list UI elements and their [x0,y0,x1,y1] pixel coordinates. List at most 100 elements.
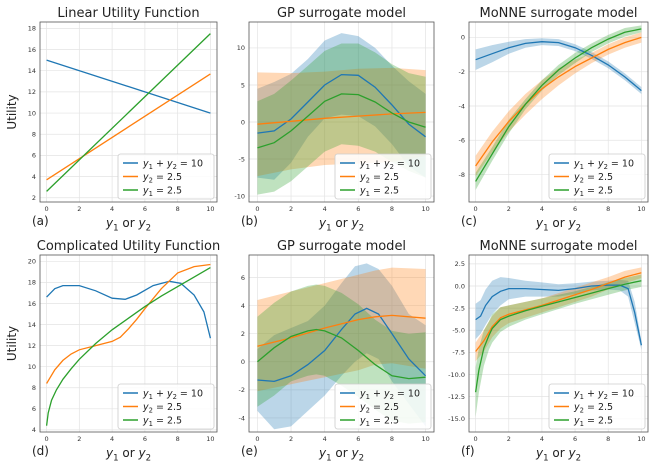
legend-entry-2: y2​ = 2.5 [359,402,399,415]
legend-entry-1: y1​ + y2​ = 10 [142,158,203,171]
legend-entry-1: y1​ + y2​ = 10 [573,158,634,171]
y-tick-label: 12 [28,342,36,350]
chart-title: GP surrogate model [277,239,406,254]
chart-title: MoNNE surrogate model [479,6,637,21]
x-tick-label: 10 [421,205,429,213]
y-tick-label: -12.5 [448,393,465,401]
y-tick-label: 4 [32,426,36,434]
legend-entry-2: y2​ = 2.5 [142,172,182,185]
panel-label: (b) [241,214,258,228]
panel-label: (a) [32,214,49,228]
y-tick-label: -4 [459,102,465,110]
x-tick-label: 0 [44,205,48,213]
legend-entry-3: y1​ = 2.5 [142,185,182,198]
x-axis-label: y1​ or y2​ [105,216,151,234]
y-tick-label: 0 [241,358,245,366]
x-tick-label: 8 [390,435,394,443]
y-tick-label: 0 [461,34,465,42]
x-tick-label: 4 [540,205,544,213]
x-axis-label: y1​ or y2​ [535,216,581,234]
x-tick-label: 2 [507,205,511,213]
axes-frame [39,254,218,433]
legend-entry-1: y1​ + y2​ = 10 [359,388,420,401]
x-tick-label: 2 [289,205,293,213]
x-tick-label: 2 [77,435,81,443]
y-tick-label: 6 [32,152,36,160]
series-line-3 [46,33,211,192]
panel-b: 0 2 4 6 8 10 -10 -5 0 5 10 GP surrogate model (b) y1​… [234,6,435,234]
y-tick-label: 10 [28,109,36,117]
legend-entry-2: y2​ = 2.5 [142,402,182,415]
y-tick-label: 14 [28,67,36,75]
x-tick-label: 2 [289,435,293,443]
x-tick-label: 8 [606,435,610,443]
x-tick-label: 10 [637,435,645,443]
y-tick-label: 6 [32,405,36,413]
axes-frame [468,254,649,433]
series-line-3 [45,267,211,426]
y-tick-label: 10 [28,363,36,371]
series-line-1 [46,280,212,339]
panel-label: (c) [461,214,477,228]
series-line-3 [256,328,426,380]
x-tick-label: 6 [143,205,147,213]
series-line-2 [46,263,211,384]
x-tick-label: 4 [540,435,544,443]
y-tick-label: 12 [28,88,36,96]
x-axis-label: y1​ or y2​ [318,446,364,464]
panel-f: 0 2 4 6 8 10 -15.0 -12.5 -10.0 -7.5 -5.0 -2.5 0.0 2.5… [448,239,649,464]
y-tick-label: -2.5 [452,304,465,312]
x-tick-label: 0 [255,205,259,213]
x-tick-label: 4 [323,435,327,443]
y-tick-label: 16 [28,46,36,54]
x-tick-label: 10 [206,205,214,213]
legend-entry-1: y1​ + y2​ = 10 [359,158,420,171]
series-line-1 [257,73,426,138]
y-tick-label: -4 [239,414,245,422]
axes-frame [248,254,435,433]
axes-frame [468,21,649,203]
legend-entry-2: y2​ = 2.5 [573,172,613,185]
series-line-2 [46,73,211,181]
x-tick-label: 0 [474,205,478,213]
series-line-3 [475,28,642,182]
panel-label: (f) [461,444,475,458]
confidence-band-series-3 [257,43,426,195]
chart-title: Complicated Utility Function [37,239,220,254]
confidence-band-series-3 [475,274,642,417]
legend-entry-3: y1​ = 2.5 [573,415,613,428]
legend-entry-1: y1​ + y2​ = 10 [142,388,203,401]
y-tick-label: 10 [237,44,245,52]
axes-frame [248,21,435,203]
x-tick-label: 6 [356,435,360,443]
y-tick-label: -8 [459,171,465,179]
x-tick-label: 6 [573,205,577,213]
series-line-1 [475,284,643,346]
series-line-2 [257,314,426,347]
y-tick-label: -2 [459,68,465,76]
panel-c: 0 2 4 6 8 10 -8 -6 -4 -2 0 MoNNE surrogate model (c)… [459,6,649,234]
y-tick-label: 2.5 [455,260,465,268]
legend-box [117,383,215,430]
legend-entry-3: y1​ = 2.5 [359,415,399,428]
x-axis-label: y1​ or y2​ [105,446,151,464]
y-tick-label: 20 [28,258,36,266]
chart-title: MoNNE surrogate model [479,239,637,254]
x-tick-label: 10 [637,205,645,213]
x-tick-label: 8 [176,205,180,213]
legend-box [548,383,646,430]
panel-label: (e) [241,444,258,458]
y-tick-label: 2 [241,330,245,338]
x-tick-label: 8 [176,435,180,443]
y-tick-label: 16 [28,300,36,308]
x-tick-label: 6 [143,435,147,443]
chart-title: Linear Utility Function [57,6,199,21]
confidence-band-series-2 [257,67,426,177]
y-tick-label: -7.5 [452,349,465,357]
panel-e: 0 2 4 6 8 10 -4 -2 0 2 4 6 GP surrogate model (e) y1​ … [239,239,435,464]
y-tick-label: -15.0 [448,415,465,423]
y-tick-label: 14 [28,321,36,329]
axes-frame [39,21,218,203]
